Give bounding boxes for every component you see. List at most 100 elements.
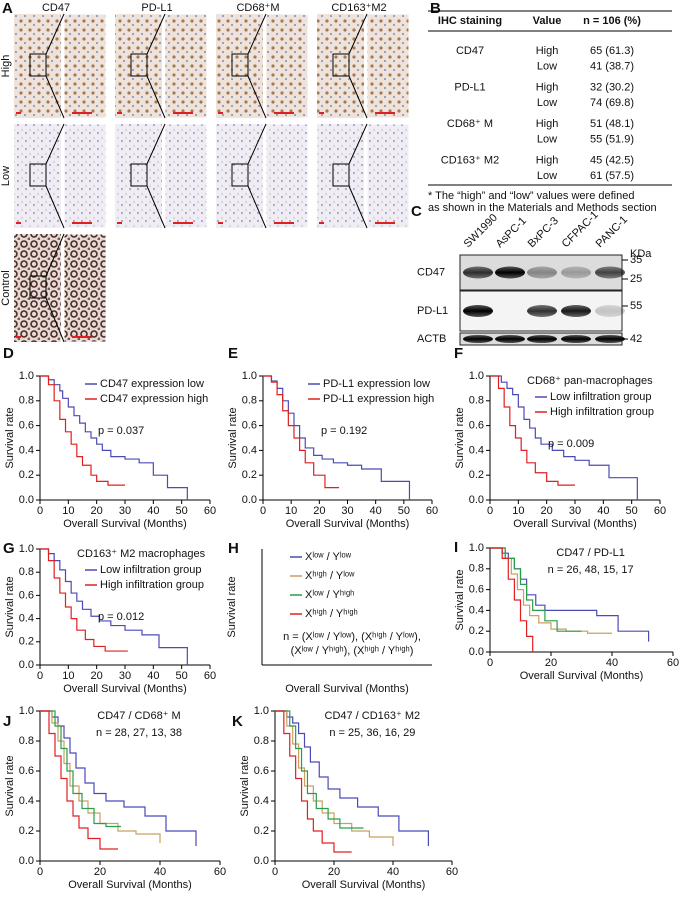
x-axis-title: Overall Survival (Months) [513, 518, 636, 530]
panel-letter: H [228, 540, 239, 557]
band [527, 305, 557, 317]
survival-curve [275, 710, 429, 846]
legend-label: PD-L1 expression low [323, 378, 430, 390]
x-tick-label: 0 [260, 505, 266, 517]
column-label: CD68⁺M [236, 2, 279, 14]
legend-label: High infiltration group [550, 406, 654, 418]
micrograph-zoom [265, 123, 309, 229]
table-cell: High [536, 45, 559, 57]
table-header: IHC staining [438, 15, 502, 27]
blot-label: PD-L1 [417, 305, 448, 317]
x-tick-label: 30 [119, 505, 131, 517]
y-tick-label: 0.8 [254, 735, 269, 747]
y-tick-label: 0.6 [469, 584, 484, 596]
y-tick-label: 1.0 [254, 705, 269, 717]
survival-curve [40, 548, 188, 665]
zoom-box [130, 163, 148, 187]
legend-title: CD68⁺ pan-macrophages [527, 375, 653, 387]
y-tick-label: 0.2 [19, 636, 34, 648]
x-tick-label: 50 [626, 505, 638, 517]
x-tick-label: 0 [487, 657, 493, 669]
y-tick-label: 0.2 [254, 825, 269, 837]
survival-curve [40, 710, 161, 843]
y-tick-label: 1.0 [242, 370, 257, 382]
zoom-box [29, 53, 47, 77]
zoom-line [247, 75, 267, 119]
annotation: n = 25, 36, 16, 29 [329, 727, 415, 739]
y-tick-label: 0.2 [242, 469, 257, 481]
table-cell: Low [537, 133, 557, 145]
row-label: High [0, 55, 12, 78]
y-tick-label: 0.4 [19, 795, 34, 807]
annotation: n = 26, 48, 15, 17 [548, 564, 634, 576]
table-header: n = 106 (%) [583, 15, 641, 27]
x-tick-label: 20 [91, 505, 103, 517]
marker-label: 55 [630, 300, 642, 312]
panel-letter: F [454, 345, 463, 362]
x-tick-label: 30 [119, 670, 131, 682]
x-tick-label: 30 [341, 505, 353, 517]
x-tick-label: 20 [91, 670, 103, 682]
x-tick-label: 40 [597, 505, 609, 517]
y-tick-label: 0.6 [469, 420, 484, 432]
micrograph-zoom [63, 123, 107, 229]
y-tick-label: 0.2 [19, 825, 34, 837]
table-cell: CD68⁺ M [447, 118, 493, 130]
zoom-line [45, 123, 65, 165]
zoom-box [231, 163, 249, 187]
legend-label: CD47 expression high [100, 393, 208, 405]
legend-label: Xʰⁱᵍʰ / Yʰⁱᵍʰ [305, 608, 358, 620]
panel-letter: I [454, 539, 458, 556]
micrograph-zoom [366, 123, 410, 229]
marker-label: 42 [630, 333, 642, 345]
x-tick-label: 0 [272, 866, 278, 878]
band [527, 266, 557, 279]
y-tick-label: 1.0 [19, 705, 34, 717]
micrograph [216, 124, 263, 228]
survival-curve [490, 547, 582, 632]
table-header: Value [533, 15, 562, 27]
y-axis-title: Survival rate [454, 407, 466, 468]
y-tick-label: 0.4 [254, 795, 269, 807]
lane-label: BxPC-3 [526, 215, 561, 250]
p-value: p = 0.192 [321, 425, 367, 437]
y-tick-label: 0.8 [469, 563, 484, 575]
band [561, 335, 591, 343]
legend-label: Xʰⁱᵍʰ / Yˡᵒʷ [305, 570, 355, 582]
zoom-line [146, 123, 166, 165]
zoom-line [45, 297, 65, 343]
y-tick-label: 0.2 [19, 469, 34, 481]
column-label: PD-L1 [141, 2, 172, 14]
survival-curve [40, 375, 125, 486]
x-tick-label: 40 [147, 670, 159, 682]
x-tick-label: 20 [313, 505, 325, 517]
band [463, 335, 493, 343]
unit-label: KDa [630, 248, 652, 260]
survival-curve [275, 710, 394, 846]
x-tick-label: 60 [446, 866, 458, 878]
x-tick-label: 10 [62, 670, 74, 682]
legend-label: Xˡᵒʷ / Yˡᵒʷ [305, 551, 352, 563]
band [561, 266, 591, 279]
micrograph-zoom [63, 233, 107, 343]
legend-label: CD47 expression low [100, 378, 204, 390]
y-tick-label: 0.8 [242, 395, 257, 407]
x-tick-label: 0 [37, 670, 43, 682]
y-axis-title: Survival rate [4, 576, 16, 637]
y-tick-label: 0.4 [19, 444, 34, 456]
marker-label: 25 [630, 273, 642, 285]
band [463, 305, 493, 317]
y-tick-label: 0.0 [254, 855, 269, 867]
band [595, 266, 625, 279]
panel-letter: K [232, 713, 243, 730]
micrograph [115, 124, 162, 228]
band [561, 305, 591, 317]
y-axis-title: Survival rate [227, 407, 239, 468]
x-tick-label: 10 [62, 505, 74, 517]
zoom-line [247, 185, 267, 229]
zoom-line [348, 75, 368, 119]
lane-label: SW1990 [462, 212, 500, 250]
x-tick-label: 10 [512, 505, 524, 517]
y-tick-label: 0.0 [19, 659, 34, 671]
y-tick-label: 0.4 [242, 444, 257, 456]
